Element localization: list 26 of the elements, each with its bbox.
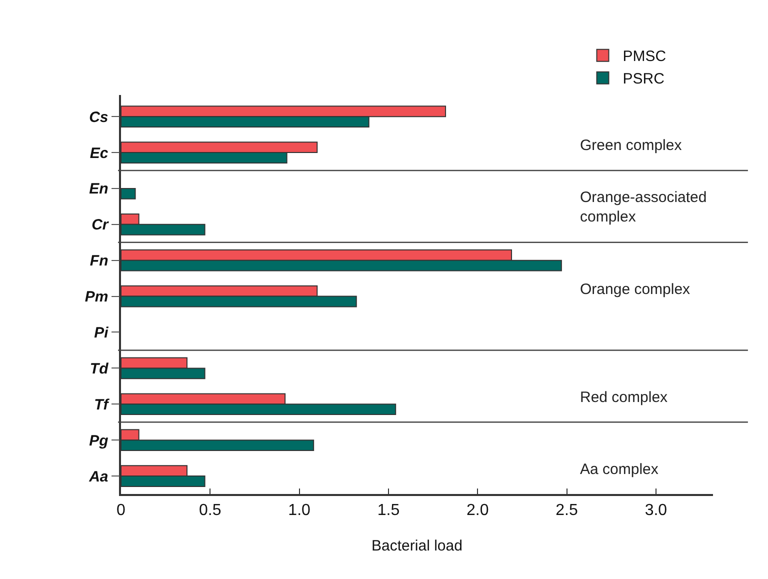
x-tick-label: 3.0: [644, 502, 668, 519]
annotation: Aa complex: [580, 461, 659, 478]
legend-label: PMSC: [622, 48, 666, 66]
x-tick-label: 2.0: [466, 502, 489, 519]
y-tick-label: Cs: [89, 108, 108, 126]
x-tick-label: 1.0: [288, 502, 311, 519]
annotation: Orange complex: [580, 281, 691, 298]
x-tick-label: 1.5: [377, 502, 400, 519]
annotation: Green complex: [580, 137, 682, 154]
y-tick-label: Fn: [90, 252, 108, 270]
x-tick-label: 2.5: [556, 502, 578, 519]
y-tick-label: Aa: [88, 468, 108, 486]
y-tick-label: Pg: [89, 432, 108, 450]
y-tick-label: Td: [90, 360, 110, 378]
annotation: Red complex: [580, 389, 668, 406]
y-tick-label: Cr: [92, 216, 110, 234]
x-axis-title: Bacterial load: [372, 537, 462, 554]
y-tick-label: Ec: [90, 144, 109, 162]
y-tick-label: En: [89, 180, 108, 198]
x-tick-label: 0.5: [199, 502, 222, 519]
y-tick-label: Tf: [94, 396, 110, 414]
annotation: Orange-associated complex: [580, 189, 707, 226]
y-tick-label: Pi: [94, 324, 110, 342]
x-tick-label: 0: [116, 502, 126, 519]
legend-label: PSRC: [622, 70, 665, 88]
y-tick-label: Pm: [84, 288, 108, 306]
